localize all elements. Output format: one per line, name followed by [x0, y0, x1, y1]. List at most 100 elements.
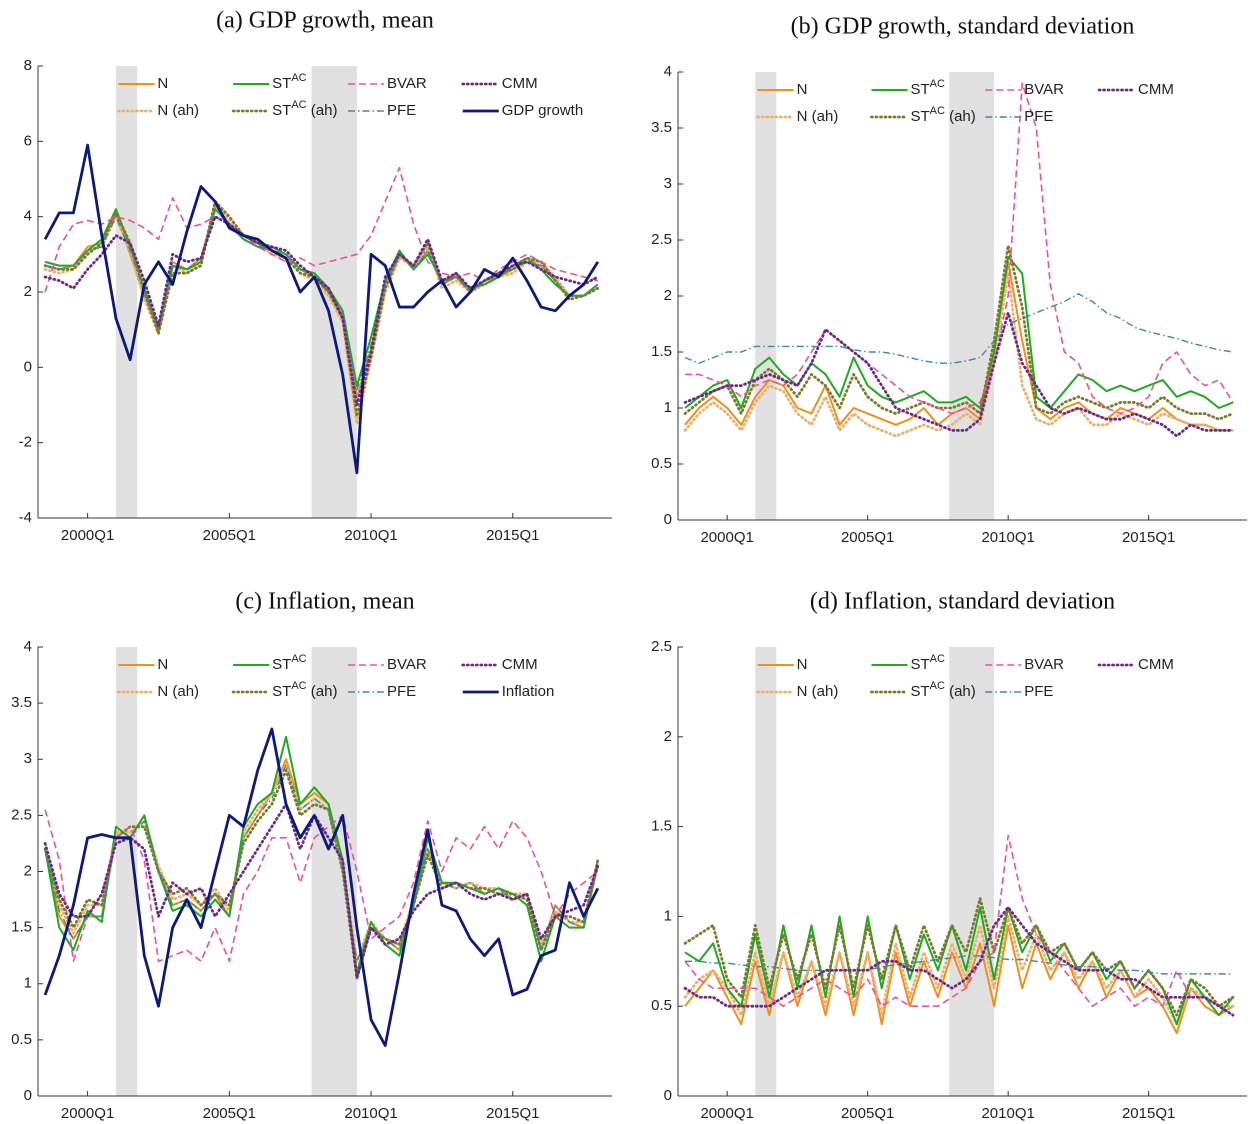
y-tick-label: 2 [664, 287, 672, 304]
y-tick-label: 2.5 [651, 231, 672, 248]
y-tick-label: 8 [24, 57, 32, 74]
y-tick-label: 0.5 [11, 1031, 32, 1048]
x-tick-label: 2015Q1 [1122, 529, 1175, 546]
y-tick-label: 2 [24, 862, 32, 879]
series-line [683, 272, 1235, 438]
legend-label: STAC [910, 653, 945, 673]
series-line [43, 200, 600, 426]
x-tick-label: 2005Q1 [203, 527, 256, 544]
recession-band [115, 647, 138, 1096]
y-tick-label: 6 [24, 132, 32, 149]
y-tick-label: 0.5 [651, 455, 672, 472]
legend-label: STAC [910, 78, 945, 98]
series-line [44, 809, 599, 963]
recession-band [949, 72, 995, 520]
legend-label: PFE [1024, 108, 1053, 125]
series-line [43, 727, 600, 1047]
y-tick-label: 0 [664, 511, 672, 528]
series-line [43, 200, 600, 418]
legend-label: BVAR [387, 656, 427, 673]
legend-label: STAC [272, 72, 307, 92]
y-tick-label: 2 [664, 728, 672, 745]
y-tick-label: 4 [24, 208, 32, 225]
y-tick-label: 2 [24, 283, 32, 300]
y-tick-label: 0 [664, 1087, 672, 1104]
series-line [683, 311, 1235, 438]
y-tick-label: 3 [24, 750, 32, 767]
legend-label: N (ah) [797, 108, 839, 125]
y-tick-label: 1.5 [11, 919, 32, 936]
legend-label: CMM [1138, 81, 1174, 98]
y-tick-label: 1 [664, 907, 672, 924]
series-line [683, 915, 1235, 1026]
series-line [683, 906, 1235, 1017]
y-tick-label: 2.5 [11, 806, 32, 823]
x-tick-label: 2000Q1 [700, 529, 753, 546]
x-tick-label: 2010Q1 [981, 1105, 1034, 1122]
legend-label: N (ah) [157, 683, 199, 700]
legend-label: STAC (ah) [272, 680, 337, 700]
legend-label: BVAR [387, 75, 427, 92]
series-line [685, 82, 1234, 415]
legend-label: PFE [1024, 683, 1053, 700]
legend-label: CMM [1138, 656, 1174, 673]
x-tick-label: 2000Q1 [700, 1105, 753, 1122]
x-tick-label: 2000Q1 [61, 1105, 114, 1122]
legend-label: CMM [502, 75, 538, 92]
legend-label: GDP growth [502, 102, 583, 119]
panel-title: (b) GDP growth, standard deviation [791, 14, 1135, 40]
legend-label: STAC [272, 653, 307, 673]
series-line [684, 293, 1234, 364]
y-tick-label: 0 [24, 1087, 32, 1104]
series-line [43, 802, 600, 980]
legend-label: N [797, 656, 808, 673]
series-line [43, 143, 600, 475]
series-line [684, 255, 1234, 409]
x-tick-label: 2000Q1 [61, 527, 114, 544]
recession-band [311, 66, 357, 518]
panel-title: (c) Inflation, mean [235, 589, 414, 615]
legend-label: PFE [387, 683, 416, 700]
x-tick-label: 2005Q1 [203, 1105, 256, 1122]
y-tick-label: 3.5 [651, 119, 672, 136]
y-tick-label: -4 [19, 509, 32, 526]
x-tick-label: 2010Q1 [344, 1105, 397, 1122]
y-tick-label: -2 [19, 434, 32, 451]
y-tick-label: 2.5 [651, 638, 672, 655]
legend-label: N [157, 656, 168, 673]
y-tick-label: 1.5 [651, 818, 672, 835]
x-tick-label: 2015Q1 [1122, 1105, 1175, 1122]
x-tick-label: 2005Q1 [841, 1105, 894, 1122]
recession-band [755, 72, 777, 520]
legend-label: STAC (ah) [910, 680, 975, 700]
series-line [685, 955, 1233, 975]
legend-label: N [157, 75, 168, 92]
recession-band [755, 647, 777, 1096]
panel-title: (a) GDP growth, mean [216, 8, 434, 34]
y-tick-label: 4 [664, 63, 672, 80]
series-line [683, 897, 1235, 1017]
y-tick-label: 0 [24, 358, 32, 375]
legend-label: STAC (ah) [272, 99, 337, 119]
legend-label: BVAR [1024, 81, 1064, 98]
y-tick-label: 4 [24, 638, 32, 655]
legend-label: STAC (ah) [910, 105, 975, 125]
legend-label: CMM [502, 656, 538, 673]
legend-label: N [797, 81, 808, 98]
recession-band [115, 66, 138, 518]
y-tick-label: 1 [664, 399, 672, 416]
legend-label: BVAR [1024, 656, 1064, 673]
series-line [684, 924, 1234, 1035]
legend-label: Inflation [502, 683, 555, 700]
y-tick-label: 3 [664, 175, 672, 192]
y-tick-label: 3.5 [11, 694, 32, 711]
legend-label: PFE [387, 102, 416, 119]
legend-label: N (ah) [157, 102, 199, 119]
panel-title: (d) Inflation, standard deviation [810, 589, 1115, 615]
x-tick-label: 2005Q1 [841, 529, 894, 546]
y-tick-label: 1.5 [651, 343, 672, 360]
series-line [44, 208, 599, 391]
x-tick-label: 2010Q1 [344, 527, 397, 544]
series-line [683, 244, 1235, 421]
